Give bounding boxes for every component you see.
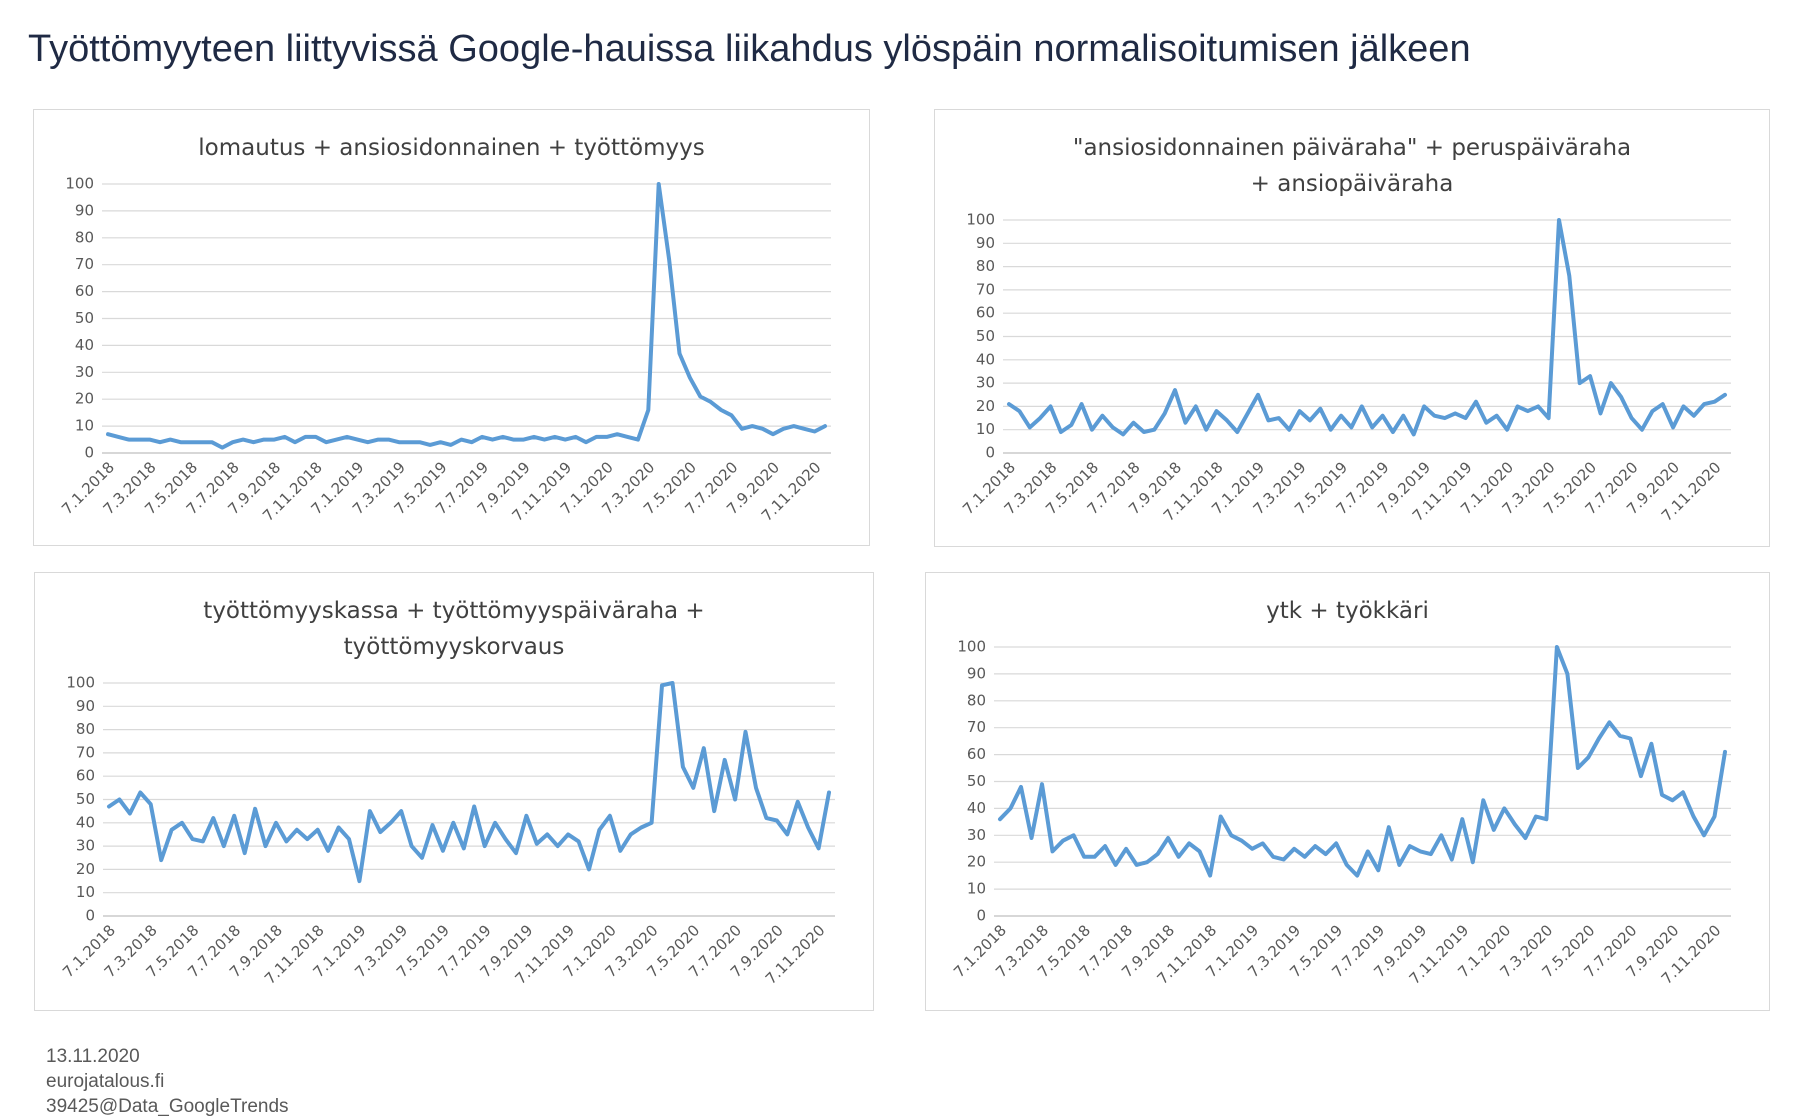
chart-title: lomautus + ansiosidonnainen + työttömyys: [198, 135, 705, 161]
y-tick-label: 60: [967, 745, 986, 763]
y-tick-label: 80: [75, 228, 94, 246]
y-tick-label: 40: [75, 336, 94, 354]
y-tick-label: 40: [76, 813, 95, 831]
y-tick-label: 70: [967, 718, 986, 736]
chart-panel: 0 10 20 30 40 50 60 70 80 90 100 7.1.2018 7.3.2018 7.…: [34, 572, 874, 1011]
y-tick-label: 60: [976, 304, 995, 322]
chart: 01020304050607080901007.1.20187.3.20187.…: [59, 674, 835, 988]
y-tick-label: 0: [985, 444, 995, 462]
y-tick-label: 0: [84, 444, 94, 462]
y-tick-label: 0: [85, 907, 95, 925]
data-line: [106, 182, 827, 450]
y-tick-label: 30: [976, 374, 995, 392]
y-tick-label: 70: [976, 280, 995, 298]
y-tick-label: 100: [65, 175, 94, 193]
y-tick-label: 40: [976, 350, 995, 368]
y-tick-label: 90: [976, 234, 995, 252]
chart: 01020304050607080901007.1.20187.3.20187.…: [959, 211, 1731, 525]
y-tick-label: 10: [967, 880, 986, 898]
chart-title: "ansiosidonnainen päiväraha" + peruspäiv…: [1072, 135, 1632, 197]
y-tick-label: 30: [76, 837, 95, 855]
chart-title: ytk + työkkäri: [1266, 598, 1429, 624]
footer-date: 13.11.2020: [46, 1046, 140, 1067]
page-title: Työttömyyteen liittyvissä Google-hauissa…: [28, 28, 1471, 70]
data-line: [107, 681, 831, 884]
y-tick-label: 20: [76, 860, 95, 878]
chart-panel: 0 10 20 30 40 50 60 70 80 90 100 7.1.2018 7.3.2018 7.…: [33, 109, 870, 546]
chart-panel: 0 10 20 30 40 50 60 70 80 90 100 7.1.2018 7.3.2018 7.…: [934, 109, 1770, 547]
y-tick-label: 40: [967, 799, 986, 817]
y-tick-label: 10: [76, 883, 95, 901]
chart-title: työttömyyskassa + työttömyyspäiväraha + …: [203, 598, 705, 660]
y-tick-label: 100: [957, 638, 986, 656]
y-tick-label: 60: [76, 767, 95, 785]
y-tick-label: 80: [76, 720, 95, 738]
data-line: [1007, 218, 1727, 437]
y-tick-label: 70: [76, 743, 95, 761]
y-tick-label: 20: [967, 853, 986, 871]
footer-code: 39425@Data_GoogleTrends: [46, 1096, 289, 1117]
y-tick-label: 70: [75, 255, 94, 273]
y-tick-label: 100: [66, 674, 95, 692]
y-tick-label: 0: [976, 907, 986, 925]
y-tick-label: 50: [75, 309, 94, 327]
y-tick-label: 100: [966, 211, 995, 229]
y-tick-label: 10: [75, 417, 94, 435]
y-tick-label: 90: [76, 697, 95, 715]
chart-panel: 0 10 20 30 40 50 60 70 80 90 100 7.1.2018 7.3.2018 7.…: [925, 572, 1770, 1011]
y-tick-label: 90: [967, 664, 986, 682]
y-tick-label: 80: [976, 257, 995, 275]
y-tick-label: 10: [976, 420, 995, 438]
y-tick-label: 50: [967, 772, 986, 790]
y-tick-label: 50: [76, 790, 95, 808]
chart: 01020304050607080901007.1.20187.3.20187.…: [58, 175, 831, 525]
y-tick-label: 80: [967, 691, 986, 709]
y-tick-label: 30: [967, 826, 986, 844]
chart: 01020304050607080901007.1.20187.3.20187.…: [950, 638, 1731, 988]
y-tick-label: 60: [75, 282, 94, 300]
y-tick-label: 20: [75, 390, 94, 408]
footer-source: eurojatalous.fi: [46, 1071, 165, 1092]
y-tick-label: 50: [976, 327, 995, 345]
y-tick-label: 20: [976, 397, 995, 415]
data-line: [998, 645, 1727, 878]
y-tick-label: 30: [75, 363, 94, 381]
footer: 13.11.2020 eurojatalous.fi 39425@Data_Go…: [46, 1044, 289, 1119]
y-tick-label: 90: [75, 201, 94, 219]
